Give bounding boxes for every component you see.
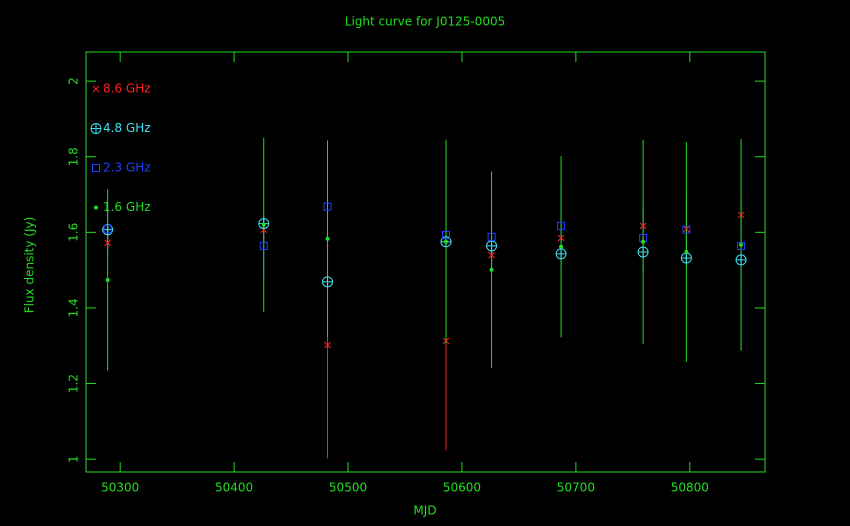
marker-square	[737, 241, 746, 250]
y-tick-label: 1	[67, 455, 81, 463]
marker-square	[259, 241, 268, 250]
legend-label: 4.8 GHz	[103, 121, 151, 135]
legend-label: 2.3 GHz	[103, 161, 151, 175]
marker-x	[324, 341, 331, 349]
marker-square	[323, 202, 332, 211]
y-tick-label: 1.4	[67, 298, 81, 317]
marker-dot	[325, 236, 330, 241]
chart-title: Light curve for J0125-0005	[345, 15, 505, 29]
marker-dot	[641, 239, 646, 244]
legend-marker	[94, 205, 98, 210]
marker-circle-plus	[680, 252, 692, 264]
legend-marker	[92, 164, 100, 172]
x-tick-label: 50500	[329, 481, 367, 495]
marker-dot	[105, 277, 110, 282]
marker-circle-plus	[486, 240, 498, 252]
legend-marker	[90, 123, 102, 134]
y-tick-label: 1.8	[67, 147, 81, 166]
x-tick-label: 50300	[101, 481, 139, 495]
marker-dot	[739, 242, 744, 247]
marker-circle-plus	[735, 254, 747, 266]
marker-square	[442, 230, 451, 239]
plot-frame	[85, 51, 766, 473]
marker-x	[104, 239, 111, 247]
marker-x	[442, 337, 450, 345]
y-tick-label: 1.6	[67, 223, 81, 242]
y-axis-label: Flux density (Jy)	[23, 217, 37, 314]
y-tick-label: 2	[67, 77, 81, 85]
y-tick-label: 1.2	[67, 374, 81, 393]
marker-square	[103, 224, 112, 233]
marker-dot	[444, 239, 449, 244]
marker-x	[488, 251, 495, 259]
legend-label: 8.6 GHz	[103, 82, 151, 96]
legend-marker	[92, 85, 100, 93]
marker-dot	[559, 244, 564, 249]
marker-x	[639, 222, 647, 230]
marker-x	[557, 234, 565, 242]
legend-label: 1.6 GHz	[103, 200, 151, 214]
marker-circle-plus	[322, 276, 334, 288]
x-tick-label: 50800	[671, 481, 709, 495]
marker-square	[682, 225, 691, 234]
x-tick-label: 50600	[443, 481, 481, 495]
marker-dot	[684, 249, 689, 254]
marker-x	[737, 211, 745, 219]
marker-square	[557, 221, 566, 230]
x-tick-label: 50700	[557, 481, 595, 495]
x-tick-label: 50400	[215, 481, 253, 495]
x-axis-label: MJD	[413, 504, 436, 518]
marker-dot	[261, 222, 266, 227]
marker-square	[487, 232, 496, 241]
marker-circle-plus	[555, 248, 567, 260]
marker-x	[683, 225, 690, 233]
marker-dot	[489, 267, 494, 272]
marker-circle-plus	[637, 246, 649, 258]
